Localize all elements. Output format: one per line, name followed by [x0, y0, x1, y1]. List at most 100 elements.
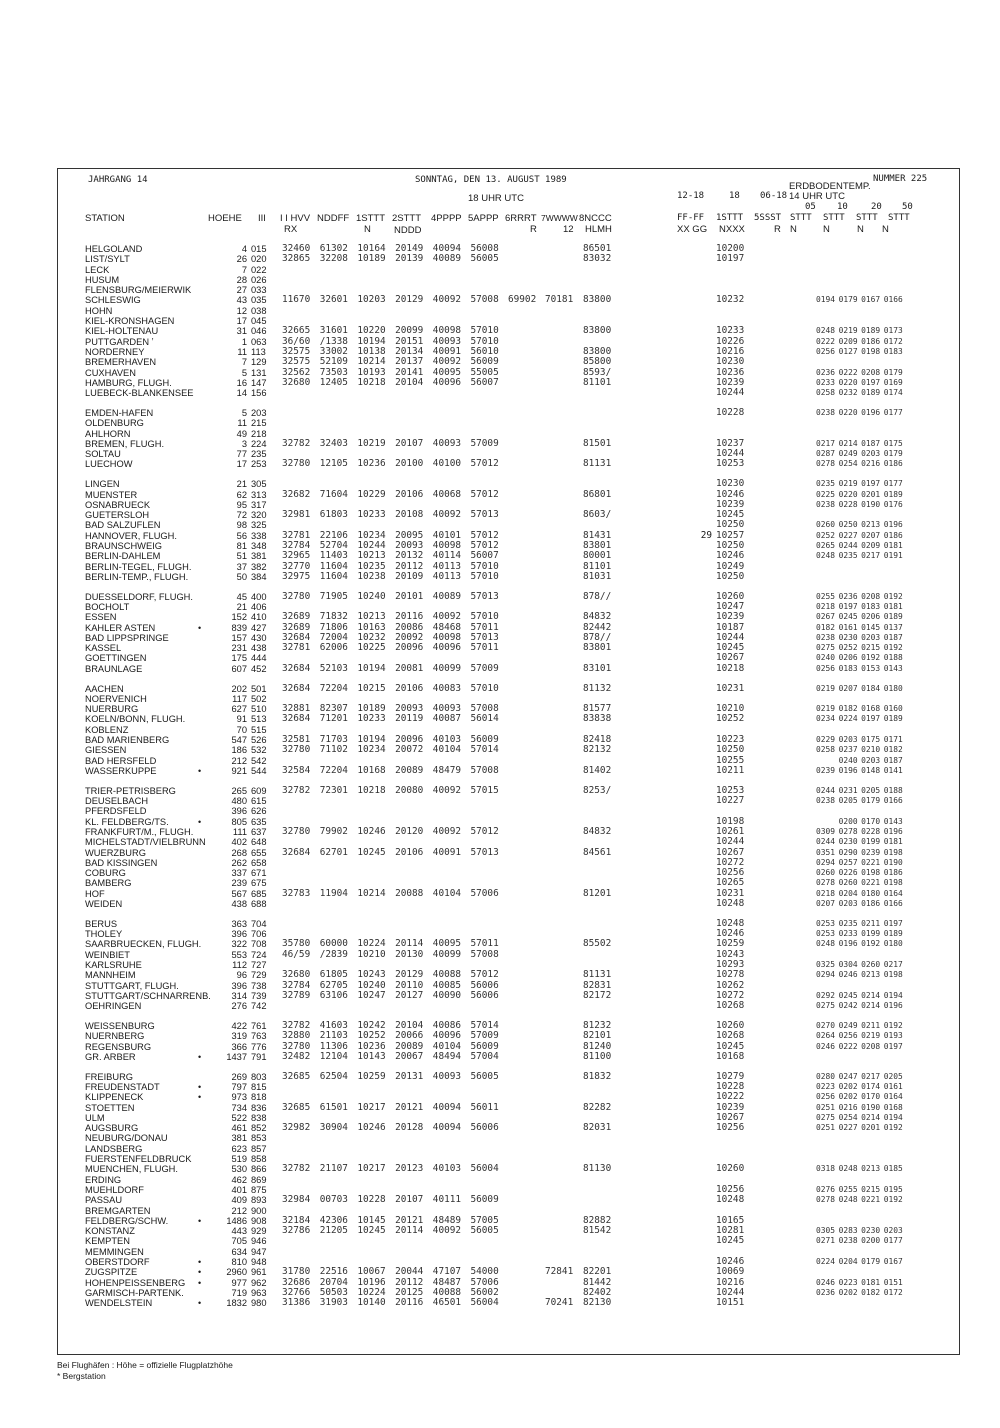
synop-group: 40086: [432, 1019, 462, 1031]
station-height: 112: [232, 960, 247, 970]
table-row: OSNABRUECK 95 317 10239 0238 0228 0190 0176: [0, 499, 1000, 510]
cloud-group: 83801: [583, 540, 612, 552]
station-number: 313: [251, 489, 267, 500]
synop-group: 32782: [282, 437, 311, 449]
soil-temp: 0141: [883, 765, 903, 775]
station-name: DEUSELBACH: [85, 796, 149, 807]
max-temp-group: 10245: [716, 1040, 745, 1052]
soil-temp: 0249: [838, 449, 858, 459]
soil-temp: 0260: [815, 868, 835, 878]
soil-temp: 0202: [838, 1287, 858, 1297]
issue-number: NUMMER 225: [873, 174, 928, 184]
max-temp-group: 10281: [716, 1225, 745, 1237]
table-row: MUENCHEN, FLUGH. 530 866 32782 21107 10217 201…: [0, 1164, 1000, 1175]
max-temp-group: 10216: [716, 345, 745, 357]
soil-temp: 0143: [883, 663, 903, 673]
synop-group: 48489: [432, 1214, 462, 1226]
station-group: WEISSENBURG 422 761 32782 41603 10242 20104 400…: [0, 1019, 1000, 1062]
synop-group: 32965: [282, 550, 311, 562]
soil-temp: 0207: [815, 899, 835, 909]
synop-group: 12405: [319, 376, 348, 388]
synop-group: 10196: [357, 1276, 386, 1288]
synop-group: 10193: [357, 366, 386, 378]
synop-group: 10218: [357, 376, 386, 388]
soil-temp: 0194: [883, 1112, 903, 1122]
station-number: 739: [251, 990, 267, 1001]
synop-group: 20120: [395, 825, 424, 837]
max-temp-group: 10244: [716, 387, 745, 399]
station-number: 022: [251, 264, 267, 275]
station-number: 253: [251, 459, 267, 470]
cloud-group: 83801: [583, 642, 612, 654]
soil-temp: 0250: [838, 520, 858, 530]
soil-temp: 0188: [883, 653, 903, 663]
depth-05: 05: [805, 202, 816, 212]
station-number: 866: [251, 1164, 267, 1175]
table-row: STOETTEN 734 836 32685 61501 10217 20121 40094 5…: [0, 1102, 1000, 1113]
cloud-group: 82201: [583, 1266, 612, 1278]
synop-group: 20106: [395, 682, 424, 694]
station-height: 1: [241, 336, 247, 347]
table-row: GOETTINGEN 175 444 10267 0240 0206 0192 0188: [0, 653, 1000, 664]
synop-group: 57004: [470, 1050, 499, 1062]
station-number: 063: [251, 336, 267, 347]
table-row: SAARBRUECKEN, FLUGH. 322 708 35780 60000 1022…: [0, 939, 1000, 950]
station-name: FUERSTENFELDBRUCK: [85, 1154, 192, 1165]
soil-temp: 0172: [883, 1287, 903, 1297]
soil-temp: 0189: [861, 388, 881, 398]
station-height: 31: [236, 326, 247, 337]
mountain-station-marker: •: [198, 1051, 202, 1062]
station-height: 186: [231, 745, 247, 756]
soil-temp: 0215: [861, 643, 881, 653]
soil-temp: 0203: [838, 899, 858, 909]
station-number: 224: [251, 438, 267, 449]
max-temp-group: 10256: [716, 867, 745, 879]
synop-group: 56007: [470, 376, 499, 388]
soil-temp: 0186: [883, 868, 903, 878]
max-temp-group: 10168: [716, 1050, 745, 1062]
station-number: 946: [251, 1236, 267, 1247]
mountain-station-marker: •: [198, 622, 202, 633]
max-temp-group: 10231: [716, 887, 745, 899]
cloud-group: 8593/: [583, 366, 612, 378]
synop-group: 20108: [395, 509, 424, 521]
synop-group: 56014: [470, 713, 499, 725]
synop-group: 20106: [395, 846, 424, 858]
soil-temp: 0177: [883, 479, 903, 489]
col-subheader: HLMH: [585, 224, 612, 235]
station-name: LECK: [85, 264, 110, 275]
station-height: 77: [236, 449, 247, 460]
max-temp-group: 10216: [716, 1276, 745, 1288]
synop-group: 11670: [282, 294, 311, 306]
synop-group: 57010: [470, 325, 499, 337]
station-number: 444: [251, 653, 267, 664]
soil-temp: 0199: [861, 837, 881, 847]
soil-temp: 0189: [883, 489, 903, 499]
col-subheader: RX: [284, 224, 298, 235]
soil-temp: 0197: [838, 602, 858, 611]
soil-temp: 0200: [838, 816, 858, 826]
synop-group: 72204: [319, 682, 348, 694]
station-height: 17: [236, 459, 247, 470]
soil-temp: 0145: [861, 622, 881, 632]
synop-group: 32684: [282, 713, 311, 725]
col-header: 4PPPP: [431, 213, 462, 224]
station-name: NORDERNEY: [85, 346, 145, 357]
station-name: FELDBERG/SCHW.: [85, 1215, 169, 1226]
table-row: HOHENPEISSENBERG • 977 962 32686 20704 10196 20…: [0, 1276, 1000, 1288]
soil-temp: 0264: [815, 1031, 835, 1041]
station-height: 805: [231, 816, 247, 827]
cloud-group: 82172: [583, 989, 612, 1001]
synop-group: 36/60: [282, 335, 311, 347]
soil-temp: 0208: [861, 1041, 881, 1051]
max-temp-group: 10246: [716, 550, 745, 562]
synop-group: 20066: [395, 1030, 424, 1042]
soil-temp: 0190: [861, 499, 881, 509]
synop-group: 72004: [319, 631, 348, 643]
synop-group: 62006: [319, 642, 348, 654]
soil-temp: 0192: [883, 643, 903, 653]
max-temp-group: 10262: [716, 979, 745, 991]
synop-group: 12105: [319, 458, 348, 470]
station-height: 1486: [226, 1215, 247, 1226]
table-row: AHLHORN 49 218: [0, 429, 1000, 439]
